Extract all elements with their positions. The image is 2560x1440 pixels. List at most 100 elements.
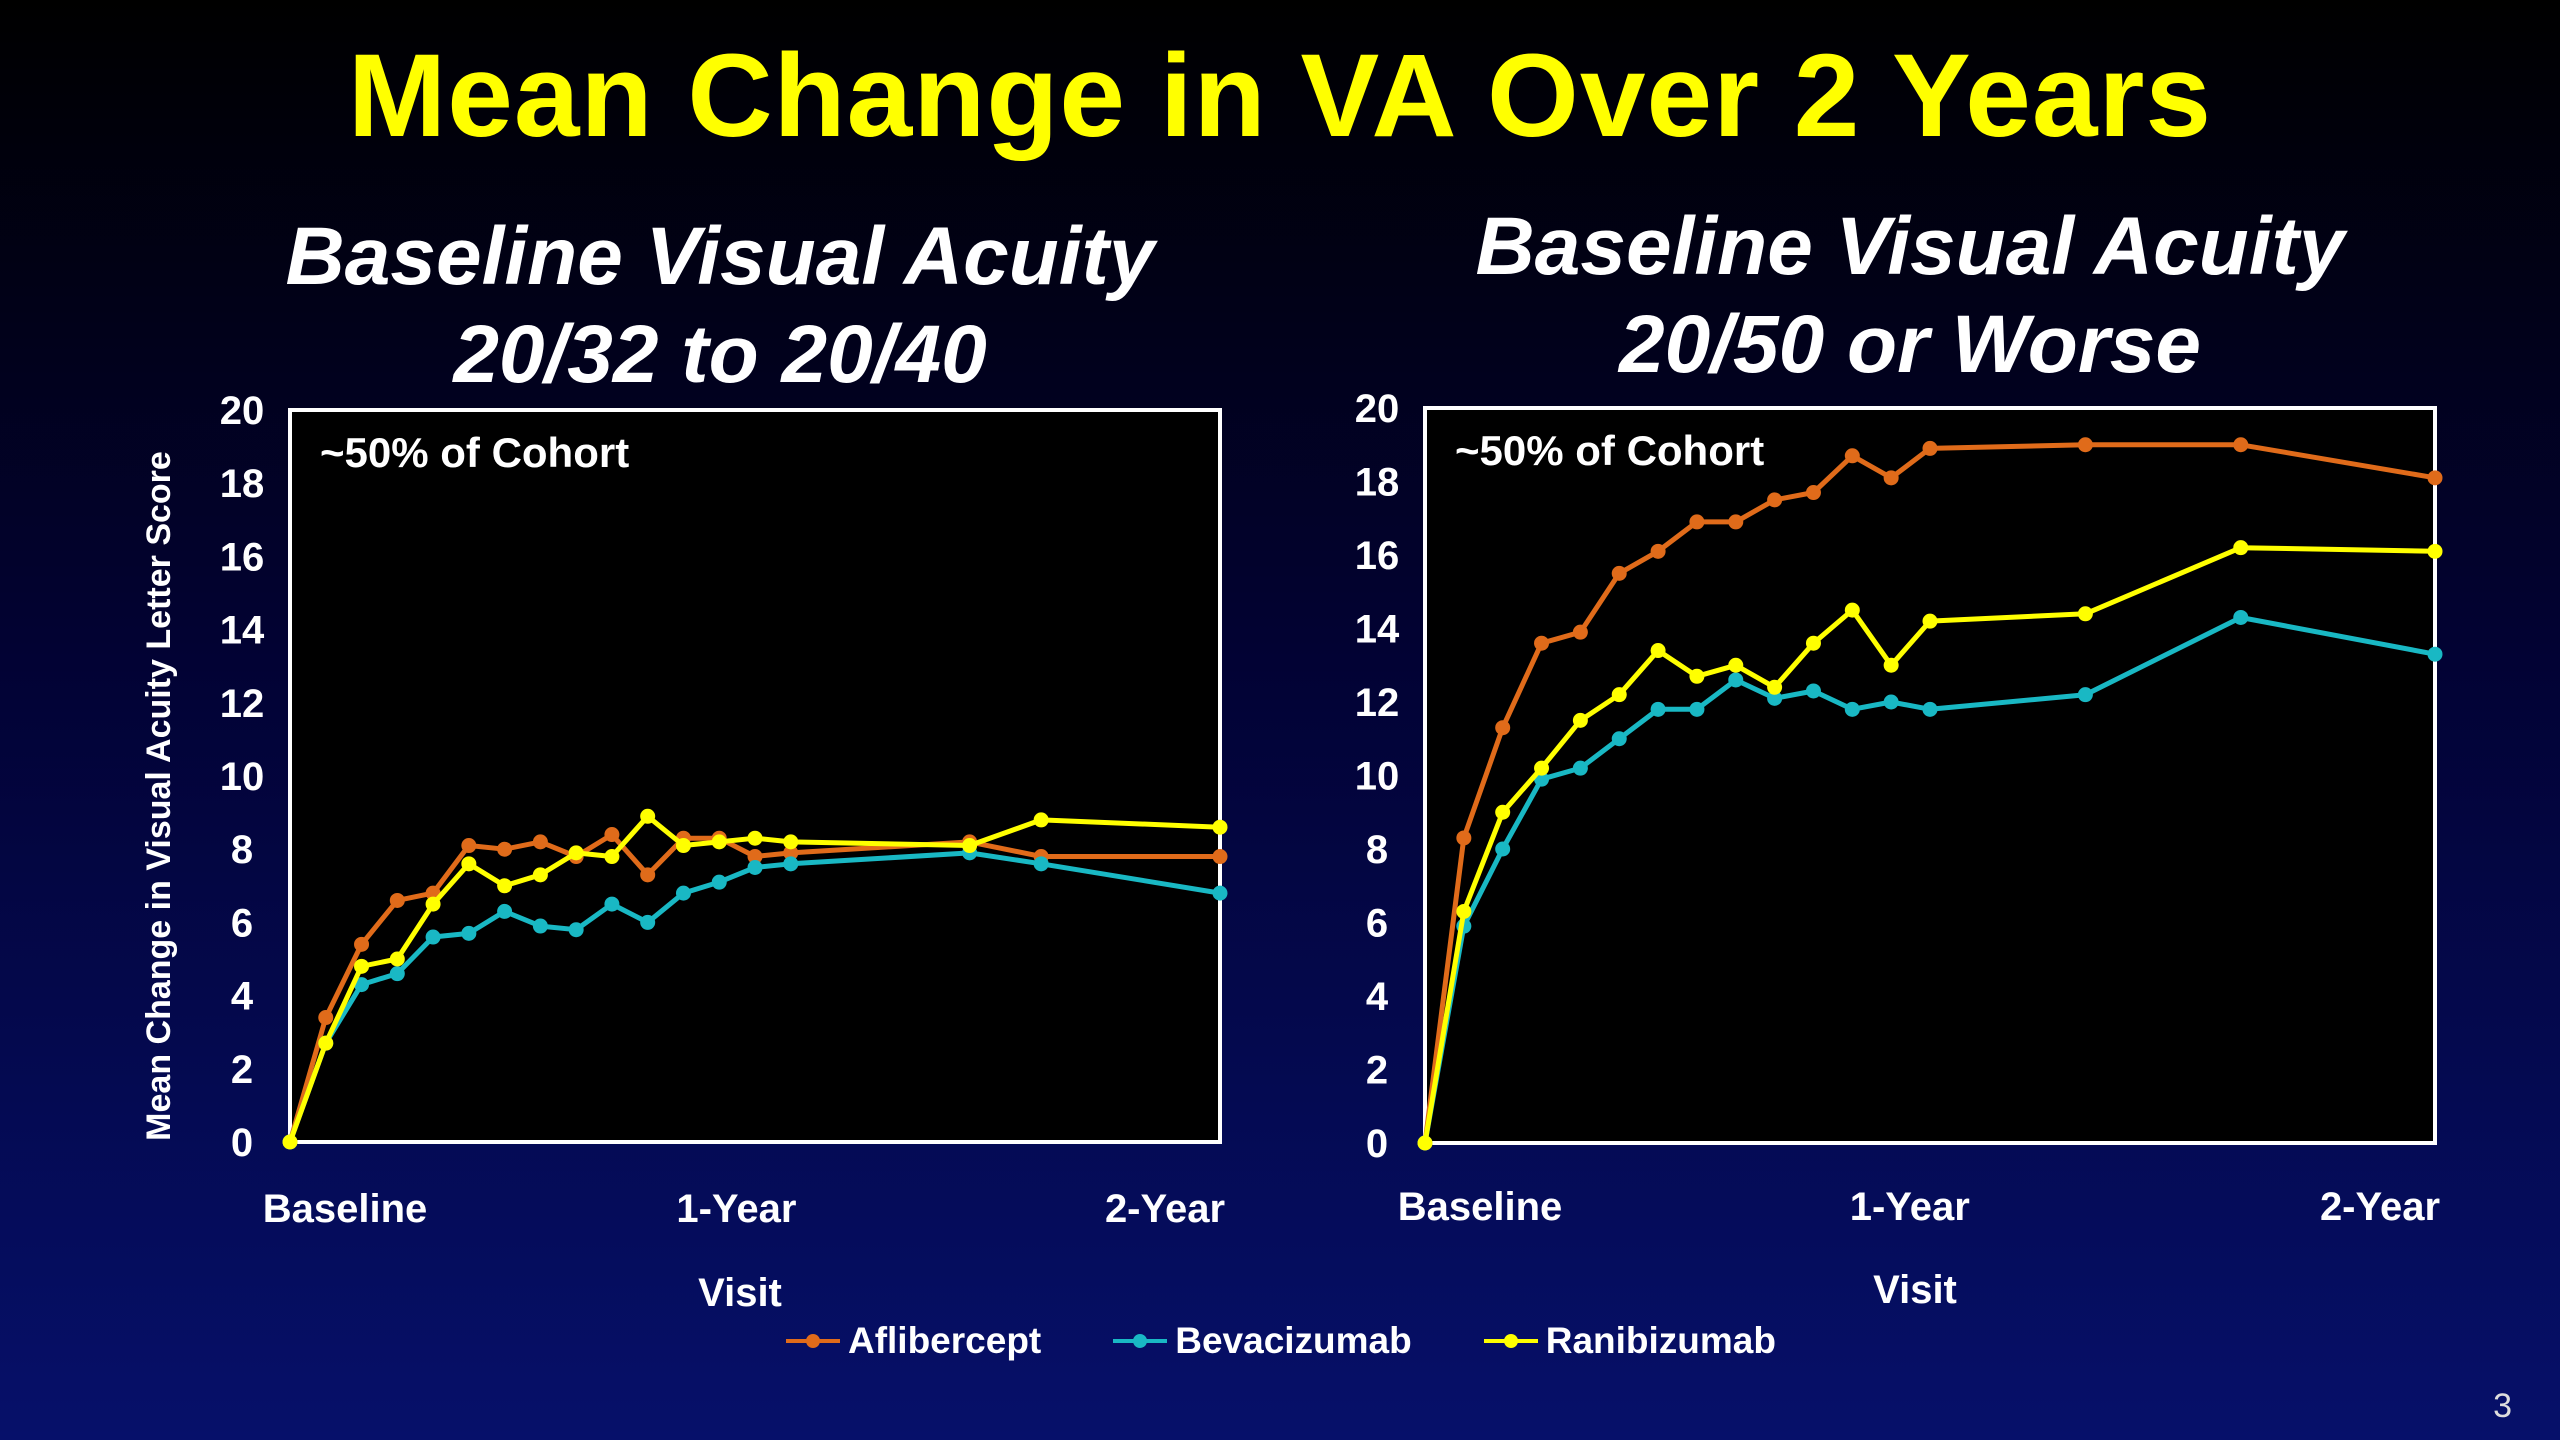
data-point-bevacizumab (604, 896, 620, 912)
data-point-aflibercept (1611, 565, 1627, 581)
y-tick-label: 0 (1366, 1122, 1388, 1166)
y-tick-label: 10 (220, 755, 265, 799)
data-point-bevacizumab (1495, 841, 1511, 857)
data-point-aflibercept (1495, 720, 1511, 736)
legend-item-aflibercept: Aflibercept (784, 1320, 1041, 1362)
series-line-aflibercept (287, 832, 1220, 1143)
cohort-annotation: ~50% of Cohort (1455, 427, 1764, 474)
data-point-ranibizumab (461, 856, 477, 872)
chart-right-title: Baseline Visual Acuity 20/50 or Worse (1410, 198, 2410, 394)
data-point-ranibizumab (2077, 606, 2093, 622)
data-point-ranibizumab (532, 867, 548, 883)
y-tick-label: 2 (1366, 1049, 1388, 1093)
data-point-bevacizumab (425, 929, 441, 945)
data-point-aflibercept (497, 841, 513, 857)
data-point-ranibizumab (1922, 613, 1938, 629)
data-point-ranibizumab (747, 830, 763, 846)
data-point-ranibizumab (640, 808, 656, 824)
chart-right-title-line2: 20/50 or Worse (1619, 299, 2201, 390)
legend-item-bevacizumab: Bevacizumab (1111, 1320, 1412, 1362)
data-point-ranibizumab (1805, 635, 1821, 651)
data-point-bevacizumab (711, 874, 727, 890)
data-point-bevacizumab (1572, 760, 1588, 776)
legend-swatch-aflibercept (785, 1334, 840, 1348)
cohort-annotation: ~50% of Cohort (320, 429, 629, 476)
data-point-ranibizumab (604, 849, 620, 865)
data-point-bevacizumab (568, 922, 584, 938)
data-point-bevacizumab (497, 903, 513, 919)
data-point-aflibercept (1456, 830, 1472, 846)
y-tick-label: 14 (220, 609, 265, 653)
data-point-ranibizumab (2233, 540, 2249, 556)
data-point-ranibizumab (568, 845, 584, 861)
data-point-ranibizumab (1689, 668, 1705, 684)
data-point-aflibercept (1844, 448, 1860, 464)
data-point-ranibizumab (1728, 657, 1744, 673)
data-point-aflibercept (2077, 437, 2093, 453)
data-point-ranibizumab (675, 838, 691, 854)
data-point-ranibizumab (1534, 760, 1550, 776)
chart-left-title-line2: 20/32 to 20/40 (453, 309, 987, 400)
y-tick-label: 8 (1366, 828, 1388, 872)
chart-left-title: Baseline Visual Acuity 20/32 to 20/40 (230, 208, 1210, 404)
data-point-ranibizumab (1883, 657, 1899, 673)
data-point-bevacizumab (1650, 701, 1666, 717)
data-point-aflibercept (1572, 624, 1588, 640)
data-point-ranibizumab (425, 896, 441, 912)
data-point-ranibizumab (1033, 812, 1049, 828)
y-tick-label: 18 (1355, 461, 1400, 505)
data-point-aflibercept (640, 867, 656, 883)
x-tick-label: 1-Year (676, 1187, 796, 1231)
data-point-ranibizumab (2427, 543, 2443, 559)
data-point-bevacizumab (461, 925, 477, 941)
y-tick-label: 2 (231, 1048, 253, 1092)
data-point-aflibercept (783, 845, 799, 861)
y-tick-label: 12 (220, 682, 265, 726)
x-tick-label: 1-Year (1850, 1185, 1970, 1229)
y-tick-label: 18 (220, 462, 265, 506)
data-point-ranibizumab (1495, 804, 1511, 820)
data-point-bevacizumab (2077, 687, 2093, 703)
x-axis-label: Visit (1873, 1268, 1957, 1312)
y-tick-label: 6 (1366, 902, 1388, 946)
chart-right: 0 2 4 6 8 10 12 14 16 18 20 Baseline 1-Year 2-Year Vis… (1355, 387, 2443, 1312)
data-point-bevacizumab (2233, 609, 2249, 625)
data-point-bevacizumab (1611, 731, 1627, 747)
data-point-ranibizumab (282, 1134, 298, 1150)
data-point-aflibercept (1534, 635, 1550, 651)
data-point-aflibercept (2233, 437, 2249, 453)
legend-label-aflibercept: Aflibercept (847, 1320, 1042, 1361)
data-point-bevacizumab (1922, 701, 1938, 717)
data-point-aflibercept (1212, 849, 1228, 865)
data-point-bevacizumab (1844, 701, 1860, 717)
data-point-aflibercept (1650, 543, 1666, 559)
data-point-ranibizumab (354, 958, 370, 974)
x-axis-label: Visit (698, 1271, 782, 1315)
data-point-aflibercept (1767, 492, 1783, 508)
data-point-bevacizumab (1212, 885, 1228, 901)
legend-swatch-ranibizumab (1483, 1334, 1538, 1348)
y-tick-label: 10 (1355, 755, 1400, 799)
y-tick-label: 16 (220, 535, 265, 579)
data-point-bevacizumab (1689, 701, 1705, 717)
y-axis-label: Mean Change in Visual Acuity Letter Scor… (140, 451, 178, 1141)
y-tick-label: 20 (220, 389, 265, 433)
data-point-aflibercept (1689, 514, 1705, 530)
y-tick-label: 20 (1355, 387, 1400, 431)
data-point-ranibizumab (1417, 1135, 1433, 1151)
x-tick-label: 2-Year (1105, 1187, 1225, 1231)
y-tick-label: 14 (1355, 608, 1400, 652)
y-tick-label: 0 (231, 1121, 253, 1165)
chart-left-title-line1: Baseline Visual Acuity (285, 211, 1155, 302)
data-point-bevacizumab (2427, 646, 2443, 662)
data-point-aflibercept (2427, 470, 2443, 486)
legend-item-ranibizumab: Ranibizumab (1482, 1320, 1776, 1362)
data-point-ranibizumab (1212, 819, 1228, 835)
data-point-aflibercept (747, 849, 763, 865)
data-point-bevacizumab (1883, 694, 1899, 710)
x-tick-label: Baseline (263, 1187, 428, 1231)
data-point-aflibercept (604, 827, 620, 843)
plot-area (1423, 406, 2437, 1145)
data-point-bevacizumab (1033, 856, 1049, 872)
chart-left: 0 2 4 6 8 10 12 14 16 18 20 Baseline 1-Year 2-Year Vis… (140, 389, 1228, 1315)
